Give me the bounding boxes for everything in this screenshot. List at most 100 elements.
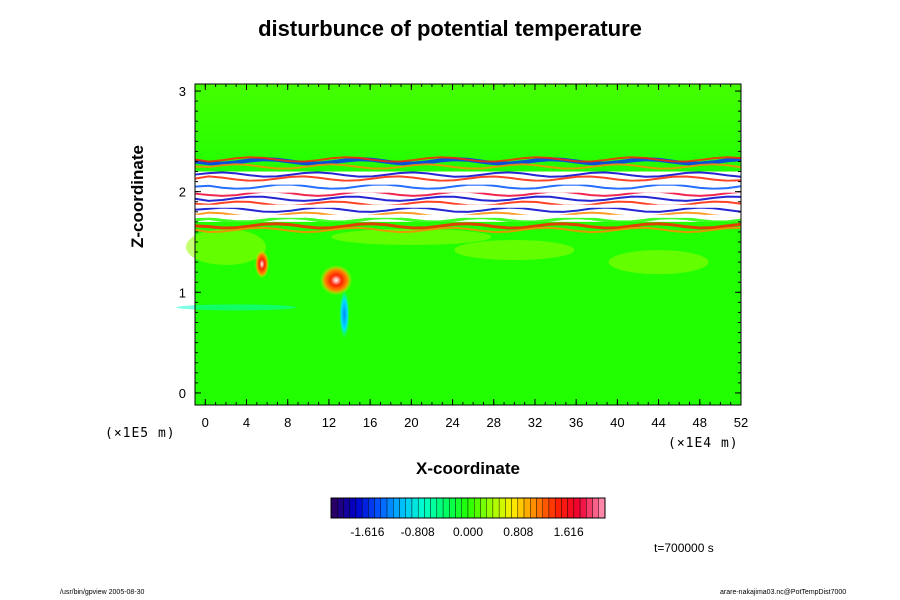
band-gap [195,204,741,208]
colorbar-cell [511,497,519,519]
colorbar-cell [361,497,369,519]
band-gap [195,181,741,185]
colorbar-cell [405,497,413,519]
colorbar-cell [442,497,450,519]
y-axis-label: Z-coordinate [128,145,147,248]
x-tick-label: 12 [322,415,336,430]
colorbar-cell [592,497,599,519]
y-axis-unit: (×1E5 m) [105,426,176,441]
weak-positive-patch [608,250,709,275]
colorbar-cell [343,497,350,519]
colorbar-cell [368,497,375,519]
colorbar-cell [536,497,543,519]
colorbar-cell [374,497,382,519]
cold-anomaly-blob [339,290,350,339]
x-tick-label: 0 [202,415,209,430]
time-annotation: t=700000 s [654,541,714,555]
warm-anomaly-blob [254,250,269,279]
colorbar-cell [461,497,469,519]
chart-title: disturbunce of potential temperature [258,16,642,41]
heatmap-field [176,84,742,405]
band-gap [195,189,741,193]
x-tick-label: 24 [445,415,459,430]
colorbar-frame [330,497,606,519]
y-tick-label: 1 [179,285,186,300]
y-tick-label: 2 [179,185,186,200]
colorbar-cell [430,497,438,519]
upper-region [195,84,741,172]
x-tick-label: 20 [404,415,418,430]
weak-positive-patch [454,240,575,261]
band-stripe [194,222,742,230]
colorbar-cell [498,497,506,519]
colorbar-cell [417,497,425,519]
weak-positive-patch [185,229,266,266]
colorbar-cell [399,497,406,519]
colorbar-cell [530,497,537,519]
colorbar-cell [349,497,357,519]
colorbar-cell [386,497,394,519]
x-tick-label: 4 [243,415,250,430]
x-tick-label: 48 [693,415,707,430]
band-stripe [194,195,742,202]
colorbar-tick-label: -0.808 [401,525,435,539]
colorbar-tick-label: 0.808 [503,525,533,539]
colorbar-cell [449,497,456,519]
colorbar-cell [548,497,556,519]
colorbar-tick-label: 1.616 [554,525,584,539]
colorbar-cell [561,497,568,519]
band-stripe [194,171,742,178]
colorbar-cell [355,497,363,519]
colorbar-cell [393,497,400,519]
plot-frame [194,83,742,406]
colorbar-cell [567,497,575,519]
weak-positive-patch [331,228,492,245]
colorbar-cell [474,497,481,519]
colorbar-cell [424,497,431,519]
colorbar-cell [523,497,531,519]
x-tick-label: 28 [487,415,501,430]
colorbar-cell [517,497,525,519]
band-stripe [194,156,742,163]
x-tick-label: 52 [734,415,748,430]
x-tick-label: 8 [284,415,291,430]
band-stripe [194,226,742,234]
colorbar-cell [330,497,338,519]
colorbar-tick-label: 0.000 [453,525,483,539]
colorbar-cell [598,497,606,519]
colorbar: -1.616 -0.808 0.000 0.808 1.616 [330,497,606,539]
colorbar-cell [467,497,475,519]
footer-left: /usr/bin/gpview 2005-08-30 [60,589,145,596]
x-tick-label: 16 [363,415,377,430]
colorbar-cell [411,497,419,519]
colorbar-cell [455,497,462,519]
x-tick-label: 32 [528,415,542,430]
colorbar-cell [337,497,344,519]
x-tick-label: 40 [610,415,624,430]
y-tick-label: 3 [179,84,186,99]
x-axis-label: X-coordinate [416,459,520,478]
cold-anomaly-streak [176,304,297,311]
colorbar-cell [492,497,500,519]
colorbar-cell [480,497,487,519]
colorbar-cell [586,497,593,519]
band-stripe [194,175,742,182]
footer-right: arare-nakajima03.nc@PotTempDist7000 [720,589,847,596]
colorbar-cell [380,497,388,519]
colorbar-cell [554,497,562,519]
band-gap [195,214,741,218]
colorbar-tick-label: -1.616 [350,525,384,539]
x-tick-label: 44 [651,415,665,430]
colorbar-cell [436,497,444,519]
band-stripe [194,206,742,213]
band-stripe [194,216,742,224]
colorbar-cell [542,497,550,519]
colorbar-cell [573,497,581,519]
colorbar-cell [579,497,587,519]
band-stripe [194,163,742,170]
colorbar-cell [486,497,494,519]
warm-anomaly-blob [320,265,353,296]
x-axis-unit: (×1E4 m) [668,436,739,451]
